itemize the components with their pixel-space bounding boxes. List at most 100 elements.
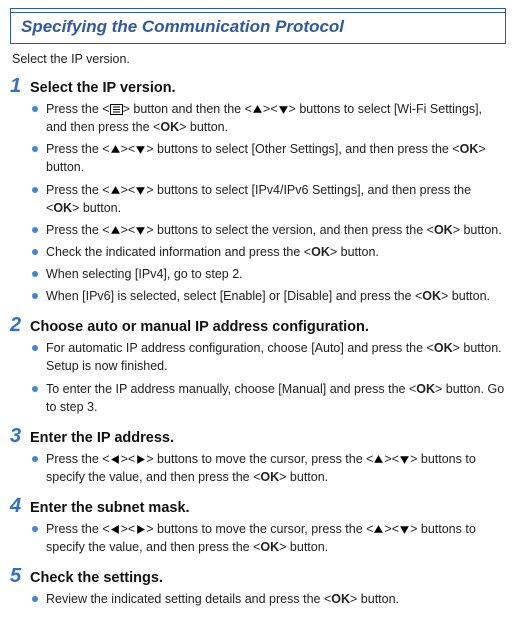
ok-button-ref: <OK> xyxy=(153,120,186,134)
up-button-ref: <> xyxy=(102,183,128,197)
ok-button-ref: <OK> xyxy=(304,245,337,259)
bullet-text: When [IPv6] is selected, select [Enable]… xyxy=(46,287,490,305)
up-button-ref: <> xyxy=(245,102,271,116)
step-number: 1 xyxy=(10,76,30,96)
down-button-ref: <> xyxy=(392,522,418,536)
bullet-list: Press the <><> buttons to move the curso… xyxy=(32,450,506,486)
ok-button-ref: <OK> xyxy=(427,341,460,355)
page-title: Specifying the Communication Protocol xyxy=(11,17,505,37)
down-icon xyxy=(399,452,410,466)
up-icon xyxy=(110,223,121,237)
step-number: 4 xyxy=(10,496,30,516)
bullet-item: Review the indicated setting details and… xyxy=(32,590,506,608)
step: 3Enter the IP address. xyxy=(10,426,506,446)
right-icon xyxy=(135,522,146,536)
bullet-item: To enter the IP address manually, choose… xyxy=(32,380,506,416)
step-heading: Check the settings. xyxy=(30,570,163,586)
step-heading: Choose auto or manual IP address configu… xyxy=(30,319,369,335)
ok-button-ref: <OK> xyxy=(324,592,357,606)
ok-button-ref: <OK> xyxy=(253,540,286,554)
bullet-dot-icon xyxy=(32,227,38,233)
bullet-dot-icon xyxy=(32,106,38,112)
bullet-text: Check the indicated information and pres… xyxy=(46,243,379,261)
step: 4Enter the subnet mask. xyxy=(10,496,506,516)
bullet-dot-icon xyxy=(32,526,38,532)
bullet-item: When selecting [IPv4], go to step 2. xyxy=(32,265,506,283)
bullet-item: Press the <><> buttons to move the curso… xyxy=(32,450,506,486)
bullet-dot-icon xyxy=(32,187,38,193)
down-icon xyxy=(135,223,146,237)
bullet-item: Check the indicated information and pres… xyxy=(32,243,506,261)
bullet-text: To enter the IP address manually, choose… xyxy=(46,380,506,416)
bullet-list: Press the <><> buttons to move the curso… xyxy=(32,520,506,556)
left-icon xyxy=(110,452,121,466)
bullet-list: Press the <> button and then the <><> bu… xyxy=(32,100,506,305)
title-rule xyxy=(11,12,505,13)
bullet-dot-icon xyxy=(32,456,38,462)
bullet-dot-icon xyxy=(32,345,38,351)
up-icon xyxy=(252,102,263,116)
ok-button-ref: <OK> xyxy=(427,223,460,237)
up-icon xyxy=(110,142,121,156)
step: 1Select the IP version. xyxy=(10,76,506,96)
left-button-ref: <> xyxy=(102,452,128,466)
right-icon xyxy=(135,452,146,466)
up-button-ref: <> xyxy=(366,452,392,466)
bullet-list: Review the indicated setting details and… xyxy=(32,590,506,608)
bullet-item: Press the <><> buttons to select the ver… xyxy=(32,221,506,239)
step-heading: Enter the IP address. xyxy=(30,430,174,446)
menu-button-ref: <> xyxy=(102,102,130,116)
step-heading: Select the IP version. xyxy=(30,80,176,96)
intro-text: Select the IP version. xyxy=(12,52,506,66)
step: 5Check the settings. xyxy=(10,566,506,586)
down-button-ref: <> xyxy=(128,183,154,197)
up-icon xyxy=(373,452,384,466)
ok-button-ref: <OK> xyxy=(415,289,448,303)
bullet-item: Press the <><> buttons to select [IPv4/I… xyxy=(32,181,506,217)
bullet-item: Press the <><> buttons to move the curso… xyxy=(32,520,506,556)
bullet-dot-icon xyxy=(32,271,38,277)
steps-list: 1Select the IP version. Press the <> butt… xyxy=(10,76,506,608)
bullet-item: Press the <><> buttons to select [Other … xyxy=(32,140,506,176)
bullet-item: When [IPv6] is selected, select [Enable]… xyxy=(32,287,506,305)
page: Specifying the Communication Protocol Se… xyxy=(0,0,516,626)
down-icon xyxy=(399,522,410,536)
ok-button-ref: <OK> xyxy=(253,470,286,484)
bullet-text: Press the <><> buttons to select [IPv4/I… xyxy=(46,181,506,217)
bullet-text: Press the <><> buttons to move the curso… xyxy=(46,450,506,486)
down-icon xyxy=(135,142,146,156)
up-button-ref: <> xyxy=(102,142,128,156)
bullet-dot-icon xyxy=(32,386,38,392)
bullet-list: For automatic IP address configuration, … xyxy=(32,339,506,416)
bullet-text: Press the <><> buttons to select [Other … xyxy=(46,140,506,176)
up-button-ref: <> xyxy=(102,223,128,237)
bullet-text: Press the <><> buttons to move the curso… xyxy=(46,520,506,556)
menu-icon xyxy=(110,102,123,116)
bullet-dot-icon xyxy=(32,293,38,299)
right-button-ref: <> xyxy=(128,522,154,536)
step-heading: Enter the subnet mask. xyxy=(30,500,190,516)
bullet-item: Press the <> button and then the <><> bu… xyxy=(32,100,506,136)
step-number: 2 xyxy=(10,315,30,335)
left-icon xyxy=(110,522,121,536)
bullet-text: When selecting [IPv4], go to step 2. xyxy=(46,265,243,283)
down-button-ref: <> xyxy=(392,452,418,466)
up-button-ref: <> xyxy=(366,522,392,536)
up-icon xyxy=(110,183,121,197)
step-number: 3 xyxy=(10,426,30,446)
bullet-text: Press the <><> buttons to select the ver… xyxy=(46,221,502,239)
down-button-ref: <> xyxy=(128,223,154,237)
title-box: Specifying the Communication Protocol xyxy=(10,8,506,44)
bullet-dot-icon xyxy=(32,249,38,255)
bullet-text: Review the indicated setting details and… xyxy=(46,590,399,608)
step-number: 5 xyxy=(10,566,30,586)
down-icon xyxy=(135,183,146,197)
bullet-text: For automatic IP address configuration, … xyxy=(46,339,506,375)
bullet-dot-icon xyxy=(32,146,38,152)
up-icon xyxy=(373,522,384,536)
down-button-ref: <> xyxy=(128,142,154,156)
ok-button-ref: <OK> xyxy=(46,201,79,215)
step: 2Choose auto or manual IP address config… xyxy=(10,315,506,335)
ok-button-ref: <OK> xyxy=(452,142,485,156)
left-button-ref: <> xyxy=(102,522,128,536)
